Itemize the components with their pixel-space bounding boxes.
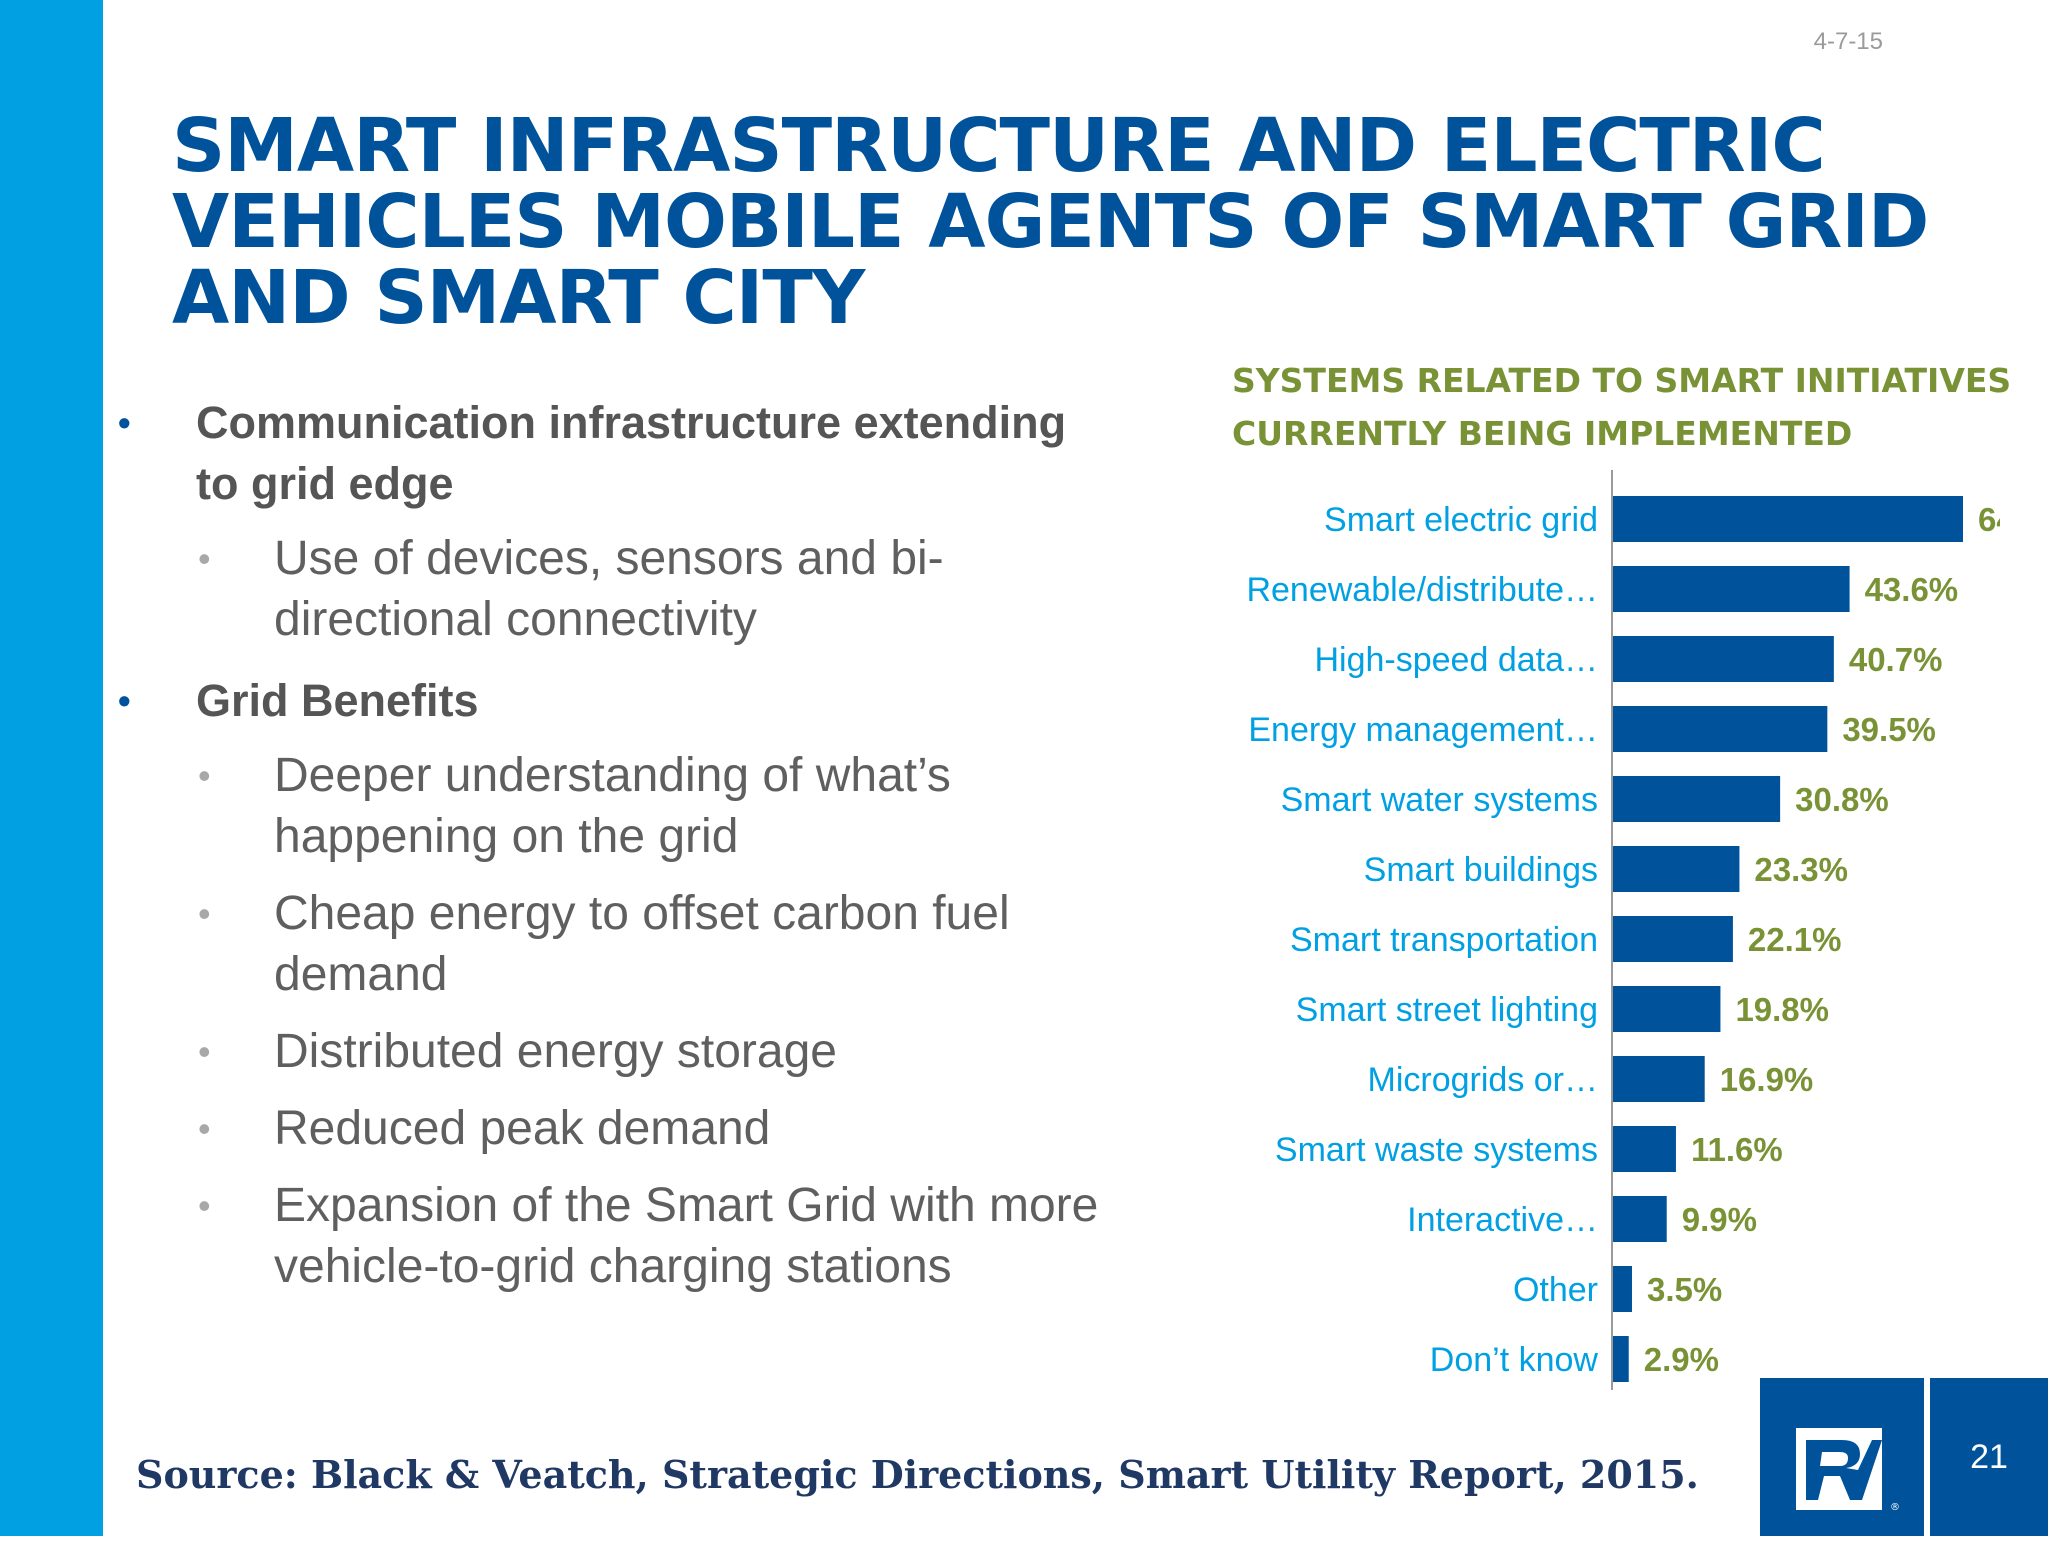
bar <box>1613 706 1828 752</box>
sub-bullet-text: Distributed energy storage <box>274 1025 837 1078</box>
value-label: 2.9% <box>1644 1341 1719 1378</box>
bar <box>1613 1126 1676 1172</box>
category-label: Smart street lighting <box>1296 991 1598 1029</box>
value-label: 19.8% <box>1735 991 1829 1028</box>
value-label: 23.3% <box>1754 851 1848 888</box>
chart-title: SYSTEMS RELATED TO SMART INITIATIVES CUR… <box>1232 354 2032 460</box>
svg-text:®: ® <box>1890 1502 1900 1513</box>
bar <box>1613 636 1834 682</box>
sub-bullet-dot-icon: • <box>198 893 211 934</box>
value-label: 39.5% <box>1842 711 1936 748</box>
category-label: Interactive… <box>1407 1201 1598 1239</box>
slide-title: SMART INFRASTRUCTURE AND ELECTRIC VEHICL… <box>172 108 1952 336</box>
company-logo: ® <box>1760 1378 1924 1536</box>
category-label: Smart electric grid <box>1324 501 1598 539</box>
sub-bullet-text: Use of devices, sensors and bi-direction… <box>274 532 944 646</box>
title-line: VEHICLES MOBILE AGENTS OF SMART GRID <box>172 179 1929 265</box>
bullet-dot-icon: • <box>118 402 131 443</box>
bar <box>1613 1336 1629 1382</box>
bar <box>1613 566 1850 612</box>
category-label: Smart transportation <box>1290 921 1598 959</box>
left-accent-bar <box>0 0 103 1536</box>
sub-bullet-text: Reduced peak demand <box>274 1102 771 1155</box>
sub-bullet-dot-icon: • <box>198 1108 211 1149</box>
bullet-text: Communication infrastructure extending t… <box>196 397 1067 509</box>
value-label: 3.5% <box>1647 1271 1722 1308</box>
sub-bullet-item: • Distributed energy storage <box>118 1021 1118 1082</box>
value-label: 16.9% <box>1720 1061 1814 1098</box>
sub-bullet-item: • Cheap energy to offset carbon fuel dem… <box>118 883 1118 1005</box>
sub-bullet-item: • Use of devices, sensors and bi-directi… <box>118 528 1118 650</box>
category-label: High-speed data… <box>1314 641 1598 679</box>
bar-chart: Smart electric grid 64.5% Renewable/distri… <box>1246 470 2000 1390</box>
sub-bullet-dot-icon: • <box>198 755 211 796</box>
bar <box>1613 916 1733 962</box>
category-label: Renewable/distribute… <box>1246 571 1598 609</box>
category-label: Don’t know <box>1430 1341 1599 1379</box>
value-label: 9.9% <box>1682 1201 1757 1238</box>
sub-bullet-text: Expansion of the Smart Grid with more ve… <box>274 1179 1099 1293</box>
category-label: Smart waste systems <box>1275 1131 1598 1169</box>
sub-bullet-dot-icon: • <box>198 1031 211 1072</box>
sub-bullet-item: • Reduced peak demand <box>118 1098 1118 1159</box>
category-label: Energy management… <box>1248 711 1598 749</box>
sub-bullet-item: • Expansion of the Smart Grid with more … <box>118 1175 1118 1297</box>
title-line: SMART INFRASTRUCTURE AND ELECTRIC <box>172 103 1826 189</box>
bullet-list: • Communication infrastructure extending… <box>118 392 1118 1313</box>
sub-bullet-text: Cheap energy to offset carbon fuel deman… <box>274 887 1010 1001</box>
bullet-item: • Grid Benefits <box>118 670 1118 731</box>
category-label: Smart water systems <box>1281 781 1598 819</box>
sub-bullet-item: • Deeper understanding of what’s happeni… <box>118 745 1118 867</box>
bar <box>1613 776 1781 822</box>
category-label: Smart buildings <box>1364 851 1598 889</box>
bar <box>1613 1196 1667 1242</box>
value-label: 22.1% <box>1748 921 1842 958</box>
value-label: 11.6% <box>1691 1131 1783 1168</box>
page-number: 21 <box>1930 1378 2048 1536</box>
bar <box>1613 1056 1705 1102</box>
bullet-text: Grid Benefits <box>196 675 479 726</box>
sub-bullet-text: Deeper understanding of what’s happening… <box>274 749 951 863</box>
bar <box>1613 496 1963 542</box>
bar <box>1613 846 1740 892</box>
bar <box>1613 986 1721 1032</box>
bv-logo-icon: ® <box>1796 1428 1900 1513</box>
value-label: 30.8% <box>1795 781 1889 818</box>
bullet-dot-icon: • <box>118 680 131 721</box>
title-line: AND SMART CITY <box>172 255 865 341</box>
slide-date: 4-7-15 <box>1813 28 1883 55</box>
sub-bullet-dot-icon: • <box>198 538 211 579</box>
value-label: 40.7% <box>1849 641 1943 678</box>
source-citation: Source: Black & Veatch, Strategic Direct… <box>136 1452 1699 1497</box>
value-label: 64.5% <box>1978 501 2000 538</box>
chart-title-line: CURRENTLY BEING IMPLEMENTED <box>1232 414 1853 453</box>
sub-bullet-dot-icon: • <box>198 1185 211 1226</box>
category-label: Microgrids or… <box>1368 1061 1598 1099</box>
bullet-item: • Communication infrastructure extending… <box>118 392 1118 514</box>
category-label: Other <box>1513 1271 1598 1309</box>
chart-title-line: SYSTEMS RELATED TO SMART INITIATIVES <box>1232 361 2012 400</box>
value-label: 43.6% <box>1865 571 1959 608</box>
bar <box>1613 1266 1632 1312</box>
